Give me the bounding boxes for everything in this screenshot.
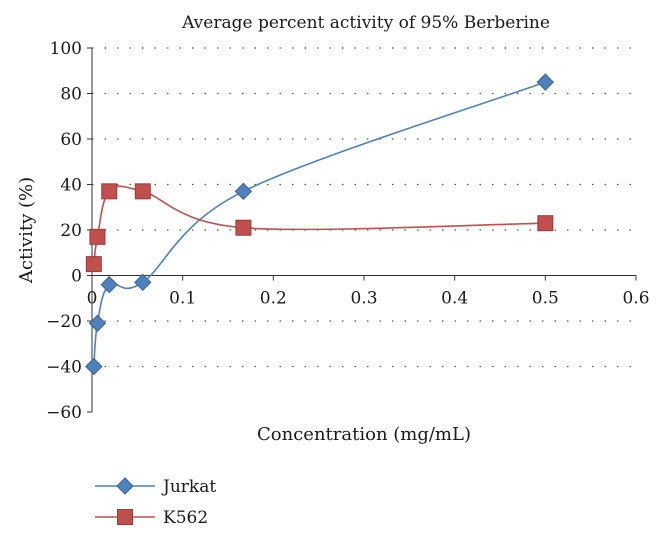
x-tick-label: 0 <box>87 289 98 309</box>
y-tick-label: 40 <box>60 176 82 196</box>
series-k562 <box>85 183 554 273</box>
k562-point <box>89 228 106 245</box>
x-tick-label: 0.2 <box>260 289 287 309</box>
jurkat-point <box>134 273 152 292</box>
y-tick-label: 60 <box>60 130 82 150</box>
jurkat-point <box>85 357 103 376</box>
jurkat-point <box>536 73 555 91</box>
y-tick-label: −20 <box>46 312 82 332</box>
jurkat-point <box>100 275 118 294</box>
legend-marker-k562 <box>117 509 133 525</box>
legend-marker-jurkat <box>116 477 134 495</box>
chart-title: Average percent activity of 95% Berberin… <box>181 13 550 33</box>
legend: Jurkat K562 <box>95 477 216 528</box>
k562-point <box>134 183 151 200</box>
y-tick-label: −60 <box>46 403 82 423</box>
x-tick-label: 0.6 <box>622 289 649 309</box>
jurkat-line <box>93 81 546 367</box>
series <box>85 73 555 376</box>
y-tick-label: 0 <box>71 267 82 287</box>
x-axis-title: Concentration (mg/mL) <box>257 424 471 445</box>
y-axis-title: Activity (%) <box>16 177 37 284</box>
legend-item-jurkat: Jurkat <box>95 477 216 497</box>
x-tick-label: 0.1 <box>169 289 196 309</box>
jurkat-point <box>234 182 253 201</box>
k562-point <box>101 183 118 200</box>
y-tick-label: 20 <box>60 221 82 241</box>
y-tick-label: −40 <box>46 358 82 378</box>
jurkat-point <box>88 314 107 332</box>
k562-point <box>85 256 102 273</box>
y-tick-label: 100 <box>50 39 82 59</box>
legend-item-k562: K562 <box>95 508 208 528</box>
legend-label-k562: K562 <box>163 508 208 528</box>
k562-point <box>537 215 554 232</box>
y-tick-label: 80 <box>60 85 82 105</box>
k562-line <box>93 185 546 265</box>
legend-label-jurkat: Jurkat <box>161 477 216 497</box>
k562-point <box>235 219 252 236</box>
x-tick-label: 0.5 <box>532 289 559 309</box>
x-tick-label: 0.3 <box>350 289 377 309</box>
series-jurkat <box>85 73 555 376</box>
x-tick-label: 0.4 <box>441 289 468 309</box>
axes <box>87 47 637 413</box>
